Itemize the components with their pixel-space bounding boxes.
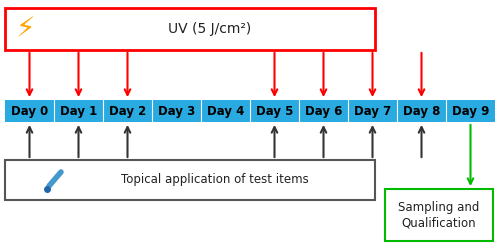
Text: UV (5 J/cm²): UV (5 J/cm²) [168, 22, 252, 36]
Text: Day 9: Day 9 [452, 105, 489, 118]
Bar [5, 8, 375, 50]
Text: Day 1: Day 1 [60, 105, 97, 118]
Bar [5, 160, 375, 200]
Text: Day 2: Day 2 [109, 105, 146, 118]
Text: ⚡: ⚡ [15, 15, 35, 43]
Text: Day 6: Day 6 [305, 105, 342, 118]
Text: Day 5: Day 5 [256, 105, 293, 118]
Text: Sampling and
Qualification: Sampling and Qualification [398, 201, 479, 229]
Text: Day 7: Day 7 [354, 105, 391, 118]
Bar [385, 189, 493, 241]
Bar [5, 100, 495, 122]
Text: Day 8: Day 8 [403, 105, 440, 118]
Text: Day 4: Day 4 [207, 105, 244, 118]
Text: Topical application of test items: Topical application of test items [121, 174, 309, 187]
Text: Day 3: Day 3 [158, 105, 195, 118]
Text: Day 0: Day 0 [11, 105, 48, 118]
